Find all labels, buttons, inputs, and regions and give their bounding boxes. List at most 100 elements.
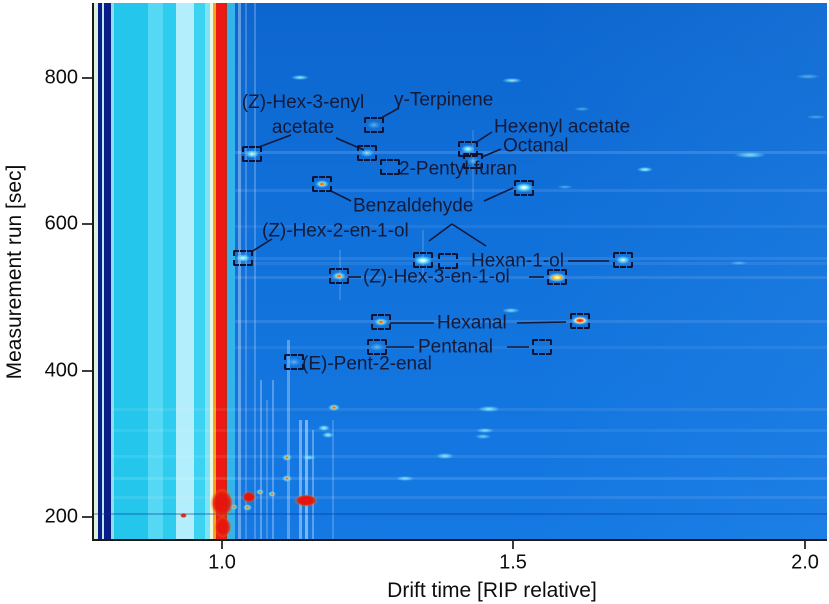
unlabeled-peak-spot bbox=[557, 185, 573, 189]
compound-label-line: acetate bbox=[271, 117, 335, 138]
colormap-column bbox=[114, 3, 148, 539]
colormap-column bbox=[98, 3, 102, 539]
column-streak bbox=[254, 3, 256, 539]
colormap-column bbox=[148, 3, 163, 539]
unlabeled-peak-spot bbox=[730, 261, 748, 265]
compound-label-hexenyl-acetate: Hexenyl acetate bbox=[494, 116, 631, 138]
unlabeled-peak-spot bbox=[256, 489, 264, 495]
column-streak bbox=[272, 380, 274, 539]
x-axis-tick-label: 1.0 bbox=[208, 551, 236, 574]
compound-label-terpinene: γ-Terpinene bbox=[394, 89, 494, 111]
column-streak bbox=[266, 400, 268, 539]
x-axis-tick-mark bbox=[804, 541, 806, 549]
annotation-box-octanal-1 bbox=[462, 152, 483, 169]
compound-label-z-hex-2-en-1-ol: (Z)-Hex-2-en-1-ol bbox=[262, 220, 409, 242]
row-streak bbox=[112, 455, 827, 458]
colormap-column bbox=[111, 3, 114, 539]
compound-label-octanal: Octanal bbox=[503, 135, 569, 157]
compound-label-benzaldehyde: Benzaldehyde bbox=[353, 195, 474, 217]
annotation-box-2-pentyl-furan-1 bbox=[380, 159, 401, 176]
colormap-column bbox=[227, 3, 235, 539]
peak-spot-hexanal bbox=[571, 316, 590, 326]
peak-spot-z-hex-2-en-1-ol bbox=[236, 253, 251, 262]
compound-label-pentanal: Pentanal bbox=[418, 336, 494, 358]
unlabeled-peak-spot bbox=[574, 107, 590, 111]
unlabeled-peak-spot bbox=[179, 512, 187, 518]
annotation-box-z-hex-2-en-1-ol-3 bbox=[437, 252, 458, 269]
peak-spot-z-hex-2-en-1-ol bbox=[413, 255, 432, 265]
row-streak bbox=[235, 276, 827, 279]
y-axis-tick-label: 600 bbox=[44, 212, 78, 235]
row-streak bbox=[235, 225, 827, 228]
unlabeled-peak-spot bbox=[396, 475, 414, 481]
dark-row-line bbox=[94, 512, 827, 516]
column-streak bbox=[299, 420, 302, 539]
colormap-column bbox=[94, 3, 98, 539]
colormap-column bbox=[213, 3, 216, 539]
peak-spot-benzaldehyde bbox=[314, 180, 329, 189]
unlabeled-peak-spot bbox=[806, 115, 826, 119]
unlabeled-peak-spot bbox=[210, 488, 234, 518]
annotation-box-hexanal-2 bbox=[570, 312, 591, 329]
peak-spot-octanal bbox=[465, 156, 480, 165]
colormap-column bbox=[102, 3, 104, 539]
annotation-box-e-pent-2-enal-1 bbox=[283, 353, 304, 370]
peak-spot-hexan-1-ol bbox=[615, 256, 630, 265]
y-axis-tick-mark bbox=[82, 77, 92, 79]
annotation-box-benzaldehyde-2 bbox=[514, 179, 535, 196]
peak-spot-z-hex-3-enyl-acetate bbox=[359, 148, 374, 157]
y-axis-tick-mark bbox=[82, 370, 92, 372]
annotation-box-z-hex-3-enyl-acetate-2 bbox=[356, 144, 377, 161]
peak-spot-hexanal bbox=[373, 317, 388, 326]
column-streak bbox=[332, 420, 334, 539]
unlabeled-peak-spot bbox=[328, 403, 340, 411]
y-axis-tick-label: 400 bbox=[44, 359, 78, 382]
unlabeled-peak-spot bbox=[294, 493, 318, 507]
y-axis-tick-mark bbox=[82, 516, 92, 518]
annotation-box-benzaldehyde-1 bbox=[311, 176, 332, 193]
row-streak bbox=[235, 320, 827, 323]
unlabeled-peak-spot bbox=[214, 516, 232, 538]
unlabeled-peak-spot bbox=[734, 152, 766, 158]
row-streak bbox=[235, 262, 827, 265]
annotation-box-z-hex-2-en-1-ol-2 bbox=[412, 252, 433, 269]
colormap-column bbox=[216, 3, 225, 539]
colormap-column bbox=[225, 3, 227, 539]
unlabeled-peak-spot bbox=[436, 453, 454, 459]
unlabeled-peak-spot bbox=[282, 474, 292, 482]
unlabeled-peak-spot bbox=[796, 73, 820, 79]
unlabeled-peak-spot bbox=[282, 453, 292, 461]
annotation-box-z-hex-3-en-1-ol-1 bbox=[328, 268, 349, 285]
column-streak bbox=[422, 230, 424, 280]
compound-label-hexan-1-ol: Hexan-1-ol bbox=[471, 250, 564, 272]
unlabeled-peak-spot bbox=[637, 166, 653, 172]
peak-spot-z-hex-3-enyl-acetate bbox=[244, 150, 259, 159]
annotation-box-hexenyl-acetate-1 bbox=[458, 140, 479, 157]
colormap-column bbox=[104, 3, 111, 539]
compound-label-e-pent-2-enal: (E)-Pent-2-enal bbox=[302, 353, 432, 375]
peak-spot-terpinene bbox=[366, 120, 381, 129]
annotation-box-pentanal-2 bbox=[531, 339, 552, 356]
unlabeled-peak-spot bbox=[242, 491, 256, 503]
annotation-box-pentanal-1 bbox=[366, 339, 387, 356]
x-axis-tick-mark bbox=[221, 541, 223, 549]
x-axis-tick-mark bbox=[512, 541, 514, 549]
unlabeled-peak-spot bbox=[230, 504, 238, 510]
row-streak bbox=[235, 346, 827, 349]
peak-spot-z-hex-3-en-1-ol bbox=[331, 272, 346, 281]
unlabeled-peak-spot bbox=[502, 307, 520, 313]
unlabeled-peak-spot bbox=[302, 454, 316, 460]
peak-spot-benzaldehyde bbox=[515, 183, 534, 193]
colormap-column bbox=[194, 3, 205, 539]
x-axis-tick-label: 2.0 bbox=[791, 551, 819, 574]
compound-label-z-hex-3-enyl-acetate: (Z)-Hex-3-enyl acetate bbox=[242, 90, 364, 140]
colormap-column bbox=[176, 3, 194, 539]
row-streak bbox=[112, 408, 827, 411]
annotation-box-z-hex-2-en-1-ol-1 bbox=[233, 249, 254, 266]
peak-spot-pentanal bbox=[369, 343, 384, 352]
colormap-column bbox=[163, 3, 176, 539]
y-axis-tick-label: 200 bbox=[44, 505, 78, 528]
unlabeled-peak-spot bbox=[322, 432, 334, 438]
peak-spot-e-pent-2-enal bbox=[286, 357, 301, 366]
